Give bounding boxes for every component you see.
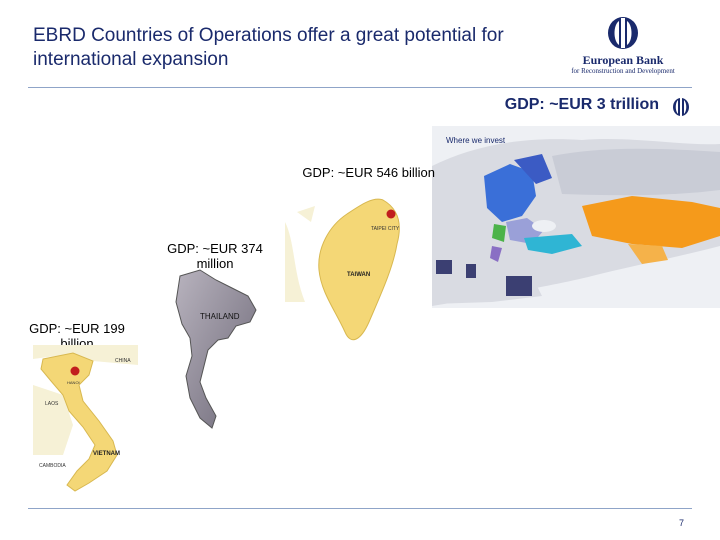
thailand-gdp-line-2: million: [196, 256, 234, 271]
vietnam-country-label: VIETNAM: [93, 451, 120, 457]
logo-line-2: for Reconstruction and Development: [571, 67, 675, 75]
title-line-1: EBRD Countries of Operations offer a gre…: [33, 25, 504, 46]
title-line-2: international expansion: [33, 49, 229, 70]
taiwan-map-graphic: [285, 198, 400, 341]
vietnam-map: CHINA HANOI LAOS VIETNAM CAMBODIA: [33, 345, 138, 495]
header-divider: [28, 87, 692, 88]
vietnam-gdp-line-1: GDP: ~EUR 199: [29, 321, 125, 336]
vietnam-map-graphic: [33, 345, 138, 492]
ebrd-logo: European Bank for Reconstruction and Dev…: [548, 16, 698, 78]
ebrd-small-logo-icon: [673, 98, 689, 116]
taiwan-gdp-label: GDP: ~EUR 546 billion: [302, 165, 435, 180]
thailand-map: THAILAND: [170, 266, 270, 436]
logo-text: European Bank for Reconstruction and Dev…: [548, 54, 698, 76]
ebrd-countries-map: Where we invest: [432, 126, 720, 308]
thailand-gdp-label: GDP: ~EUR 374 million: [150, 241, 280, 271]
china-label: CHINA: [115, 358, 131, 364]
ebrd-gdp-label: GDP: ~EUR 3 trillion: [504, 96, 659, 113]
page-number: 7: [678, 518, 684, 528]
logo-line-1: European Bank: [582, 53, 664, 67]
ebrd-map-graphic: [432, 126, 720, 308]
footer-divider: [28, 508, 692, 509]
taiwan-map: TAIPEI CITY TAIWAN: [285, 182, 435, 352]
thailand-map-graphic: [175, 269, 257, 429]
thailand-country-label: THAILAND: [200, 312, 240, 321]
ebrd-map-heading: Where we invest: [446, 136, 506, 145]
slide-title: EBRD Countries of Operations offer a gre…: [33, 24, 553, 72]
hanoi-label: HANOI: [67, 380, 80, 385]
thailand-gdp-line-1: GDP: ~EUR 374: [167, 241, 263, 256]
cambodia-label: CAMBODIA: [39, 463, 66, 469]
ebrd-logo-icon: [608, 17, 638, 49]
laos-label: LAOS: [45, 401, 59, 407]
taipei-label: TAIPEI CITY: [371, 226, 400, 232]
taiwan-country-label: TAIWAN: [347, 272, 371, 278]
